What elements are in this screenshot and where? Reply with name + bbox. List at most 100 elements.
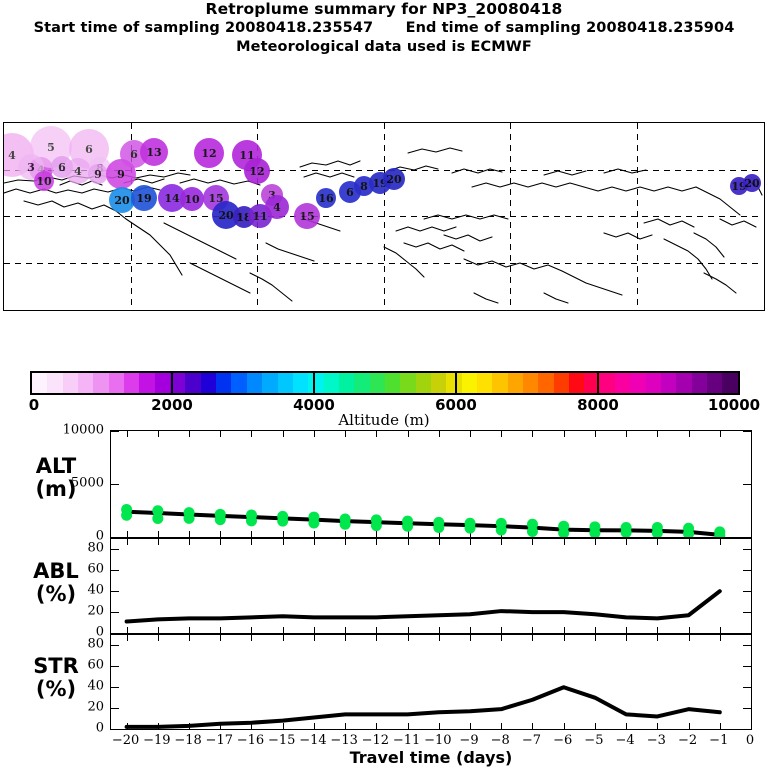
series-line [124, 685, 722, 729]
colorbar-segment [722, 373, 738, 393]
colorbar-tick-label: 10000 [707, 396, 761, 414]
colorbar-segment [277, 373, 293, 393]
x-tick-label: −1 [709, 733, 729, 748]
y-tick-marks [111, 549, 751, 633]
colorbar-tick-label: 4000 [293, 396, 335, 414]
colorbar-segment [476, 373, 493, 393]
colorbar-separator [171, 371, 173, 395]
x-tick-label: 0 [745, 733, 755, 748]
colorbar-tick-label: 0 [28, 396, 40, 414]
colorbar-segment [523, 373, 539, 393]
plume-marker: 20 [109, 187, 135, 213]
plume-marker: 4 [65, 158, 91, 184]
x-tick-label: −10 [424, 733, 452, 748]
y-tick-label: 20 [87, 699, 104, 715]
abl-plot-panel[interactable] [110, 538, 752, 634]
colorbar-segment [93, 373, 109, 393]
series-marker [558, 527, 570, 537]
colorbar-segment [108, 373, 125, 393]
series-marker [495, 524, 507, 536]
plume-marker: 10 [180, 187, 204, 211]
colorbar-segment [216, 373, 232, 393]
series-line [124, 589, 722, 624]
page-title: Retroplume summary for NP3_20080418 [205, 0, 563, 18]
colorbar-segment [124, 373, 140, 393]
plume-marker: 19 [131, 185, 157, 211]
series-marker [714, 530, 726, 537]
y-tick-label: 0 [95, 528, 104, 544]
colorbar-segment [47, 373, 63, 393]
series-marker [370, 520, 382, 532]
altitude-colorbar[interactable] [30, 371, 740, 395]
y-tick-label: 60 [87, 657, 104, 673]
colorbar-segment [676, 373, 692, 393]
colorbar-segment [323, 373, 339, 393]
abl-axis-label: ABL (%) [4, 560, 108, 606]
str-plot-panel[interactable] [110, 634, 752, 730]
colorbar-tick-label: 2000 [151, 396, 193, 414]
series-line [124, 509, 722, 537]
colorbar-segment [691, 373, 708, 393]
y-tick-label: 0 [95, 720, 104, 736]
series-marker [308, 517, 320, 529]
colorbar-segment [507, 373, 523, 393]
colorbar-segment [231, 373, 247, 393]
colorbar-separator [597, 371, 599, 395]
x-tick-label: −19 [143, 733, 171, 748]
plume-marker: 16 [316, 188, 336, 208]
plume-marker: 4 [265, 195, 289, 219]
str-plot-svg [111, 635, 751, 729]
met-data-label: Meteorological data used is ECMWF [236, 39, 532, 55]
str-axis-label-line1: STR [33, 654, 79, 678]
colorbar-segment [308, 373, 324, 393]
y-tick-label: 80 [87, 636, 104, 652]
colorbar-segment [62, 373, 79, 393]
y-tick-label: 10000 [62, 422, 104, 438]
x-tick-label: −11 [392, 733, 421, 748]
alt-plot-svg [111, 431, 751, 537]
plume-marker: 20 [383, 168, 405, 190]
colorbar-segment [461, 373, 477, 393]
colorbar-segment [354, 373, 370, 393]
y-tick-label: 0 [95, 624, 104, 640]
y-tick-label: 20 [87, 603, 104, 619]
series-marker [402, 520, 414, 532]
colorbar-segment [538, 373, 554, 393]
start-time-label: Start time of sampling 20080418.235547 [33, 20, 374, 36]
x-tick-label: −7 [521, 733, 542, 748]
plume-marker: 10 [34, 171, 54, 191]
x-tick-label: −15 [267, 733, 296, 748]
colorbar-tick-label: 6000 [435, 396, 477, 414]
colorbar-segment [415, 373, 431, 393]
y-tick-label: 40 [87, 582, 104, 598]
colorbar-segment [569, 373, 585, 393]
altitude-plot-panel[interactable] [110, 430, 752, 538]
colorbar-segment [369, 373, 385, 393]
x-tick-label: −5 [584, 733, 604, 748]
colorbar-segment [446, 373, 462, 393]
series-marker [433, 521, 445, 533]
plume-markers: 4456364891096131211122019141015201811341… [4, 123, 764, 310]
colorbar-title: Altitude (m) [338, 411, 430, 429]
colorbar-separator [455, 371, 457, 395]
x-tick-label: −13 [330, 733, 358, 748]
series-marker [214, 514, 226, 526]
abl-plot-svg [111, 539, 751, 633]
x-tick-label: −17 [205, 733, 233, 748]
altitude-axis-label: ALT (m) [4, 455, 108, 501]
str-axis-label: STR (%) [4, 655, 108, 701]
series-marker [245, 515, 257, 527]
y-tick-label: 80 [87, 540, 104, 556]
colorbar-segment [32, 373, 48, 393]
colorbar-segment [584, 373, 600, 393]
colorbar-segment [661, 373, 677, 393]
series-marker [277, 515, 289, 527]
colorbar-segment [170, 373, 186, 393]
colorbar-segment [630, 373, 646, 393]
series-marker [464, 522, 476, 534]
plume-marker: 20 [743, 174, 761, 192]
world-map-panel[interactable]: 4456364891096131211122019141015201811341… [3, 122, 765, 311]
header-block: Retroplume summary for NP3_20080418 Star… [0, 0, 768, 57]
y-tick-label: 40 [87, 678, 104, 694]
x-tick-label: −18 [174, 733, 202, 748]
